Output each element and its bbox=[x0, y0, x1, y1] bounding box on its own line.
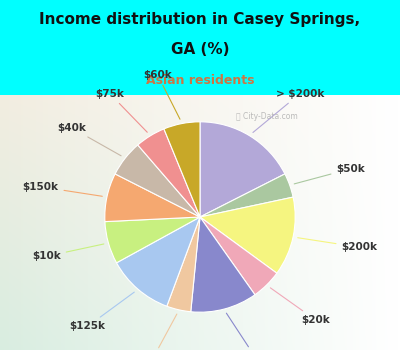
Wedge shape bbox=[200, 197, 295, 273]
Wedge shape bbox=[200, 174, 293, 217]
Text: $125k: $125k bbox=[70, 292, 134, 331]
Text: Asian residents: Asian residents bbox=[146, 74, 254, 87]
Text: $10k: $10k bbox=[32, 244, 104, 261]
Text: GA (%): GA (%) bbox=[171, 42, 229, 56]
Text: ⓘ City-Data.com: ⓘ City-Data.com bbox=[236, 112, 298, 121]
Text: $30k: $30k bbox=[139, 314, 177, 350]
Text: > $200k: > $200k bbox=[253, 89, 324, 133]
Wedge shape bbox=[116, 217, 200, 306]
Wedge shape bbox=[200, 217, 277, 295]
Wedge shape bbox=[105, 174, 200, 222]
Wedge shape bbox=[105, 217, 200, 263]
Wedge shape bbox=[167, 217, 200, 312]
Wedge shape bbox=[138, 129, 200, 217]
Text: $40k: $40k bbox=[57, 123, 121, 156]
Wedge shape bbox=[164, 122, 200, 217]
Text: $75k: $75k bbox=[96, 89, 147, 132]
Text: $60k: $60k bbox=[143, 70, 180, 119]
Text: $200k: $200k bbox=[298, 238, 378, 252]
Text: $20k: $20k bbox=[270, 288, 330, 325]
Text: $50k: $50k bbox=[294, 164, 365, 184]
Text: Income distribution in Casey Springs,: Income distribution in Casey Springs, bbox=[40, 12, 360, 27]
Wedge shape bbox=[115, 145, 200, 217]
Wedge shape bbox=[200, 122, 285, 217]
Text: $100k: $100k bbox=[226, 313, 273, 350]
Wedge shape bbox=[191, 217, 255, 312]
Text: $150k: $150k bbox=[22, 182, 102, 196]
